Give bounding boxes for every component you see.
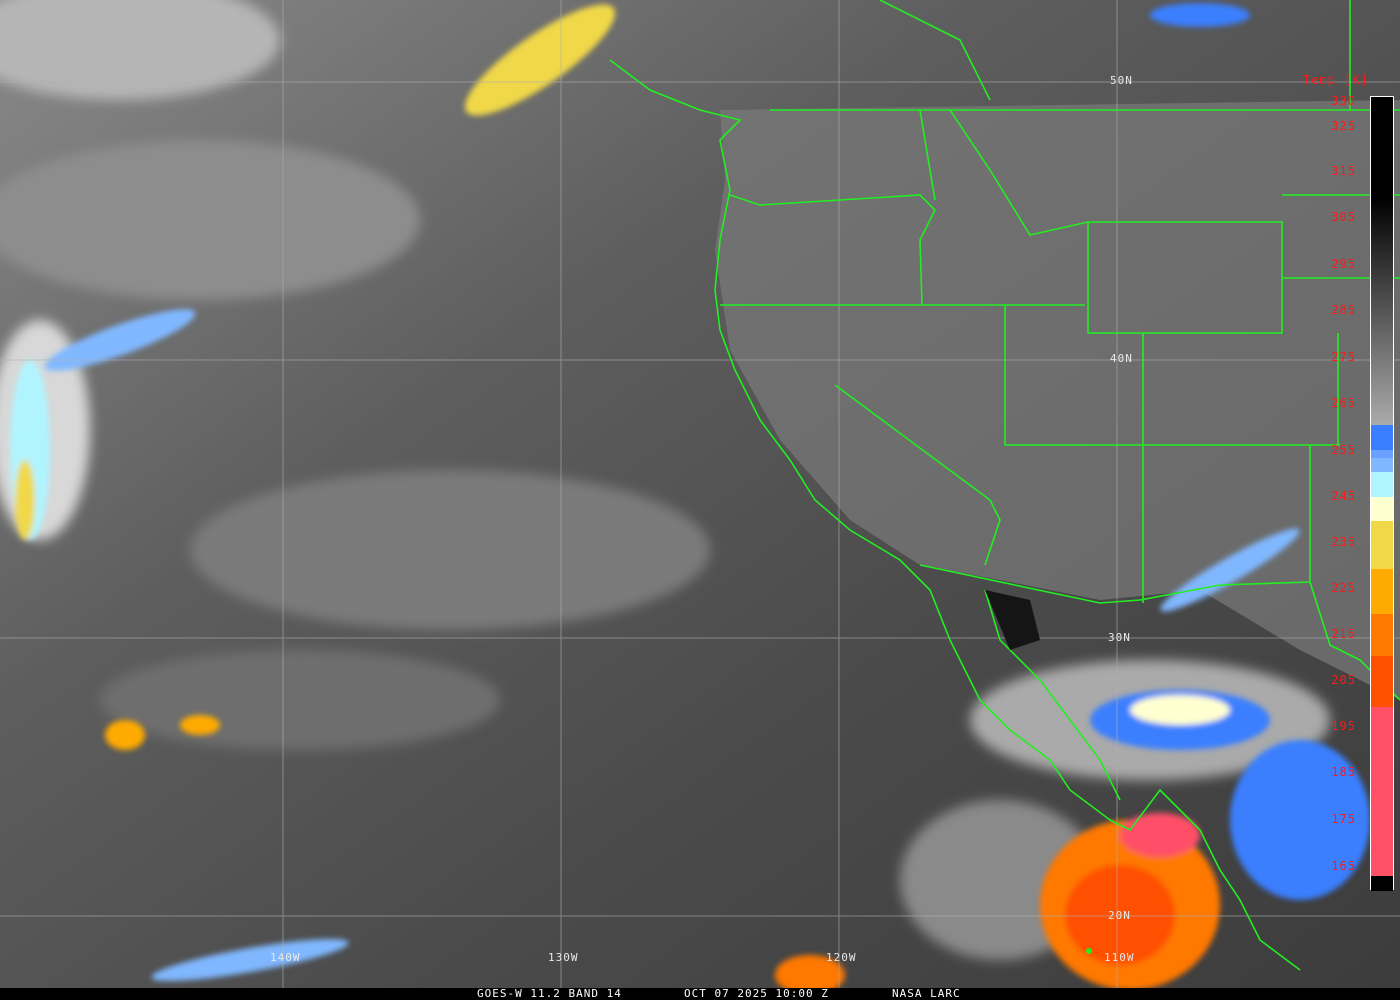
- colorbar-tick: 235: [1331, 535, 1356, 549]
- lon-label-140w: 140W: [270, 951, 301, 964]
- colorbar-tick: 195: [1331, 719, 1356, 733]
- lat-label-50n: 50N: [1110, 74, 1133, 87]
- colorbar: [1370, 96, 1394, 891]
- colorbar-tick: 165: [1331, 859, 1356, 873]
- colorbar-tick: 175: [1331, 812, 1356, 826]
- lon-label-120w: 120W: [826, 951, 857, 964]
- colorbar-tick: 285: [1331, 303, 1356, 317]
- lon-label-130w: 130W: [548, 951, 579, 964]
- caption-source: NASA LARC: [892, 987, 961, 1000]
- colorbar-tick: 315: [1331, 164, 1356, 178]
- colorbar-tick: 265: [1331, 396, 1356, 410]
- lat-label-20n: 20N: [1108, 909, 1131, 922]
- political-boundaries: [609, 0, 1400, 971]
- colorbar-tick: 305: [1331, 210, 1356, 224]
- caption-satellite: GOES-W 11.2 BAND 14: [477, 987, 622, 1000]
- cold-cloud-tops: [10, 3, 1370, 995]
- colorbar-tick: 295: [1331, 257, 1356, 271]
- gulf-of-california: [985, 590, 1040, 650]
- caption-datetime: OCT 07 2025 10:00 Z: [684, 987, 829, 1000]
- colorbar-tick: 205: [1331, 673, 1356, 687]
- colorbar-tick: 225: [1331, 581, 1356, 595]
- colorbar-tick: 255: [1331, 443, 1356, 457]
- lon-label-110w: 110W: [1104, 951, 1135, 964]
- colorbar-title: Temp [K]: [1303, 73, 1369, 87]
- image-caption: GOES-W 11.2 BAND 14 OCT 07 2025 10:00 Z …: [0, 988, 1400, 1000]
- colorbar-tick: 330: [1331, 94, 1356, 108]
- colorbar-tick: 275: [1331, 350, 1356, 364]
- storm-center-marker: [1086, 948, 1092, 954]
- colorbar-tick: 215: [1331, 627, 1356, 641]
- colorbar-tick: 325: [1331, 119, 1356, 133]
- lat-label-40n: 40N: [1110, 352, 1133, 365]
- colorbar-tick: 245: [1331, 489, 1356, 503]
- colorbar-tick: 185: [1331, 765, 1356, 779]
- lat-label-30n: 30N: [1108, 631, 1131, 644]
- land-mass: [715, 100, 1400, 700]
